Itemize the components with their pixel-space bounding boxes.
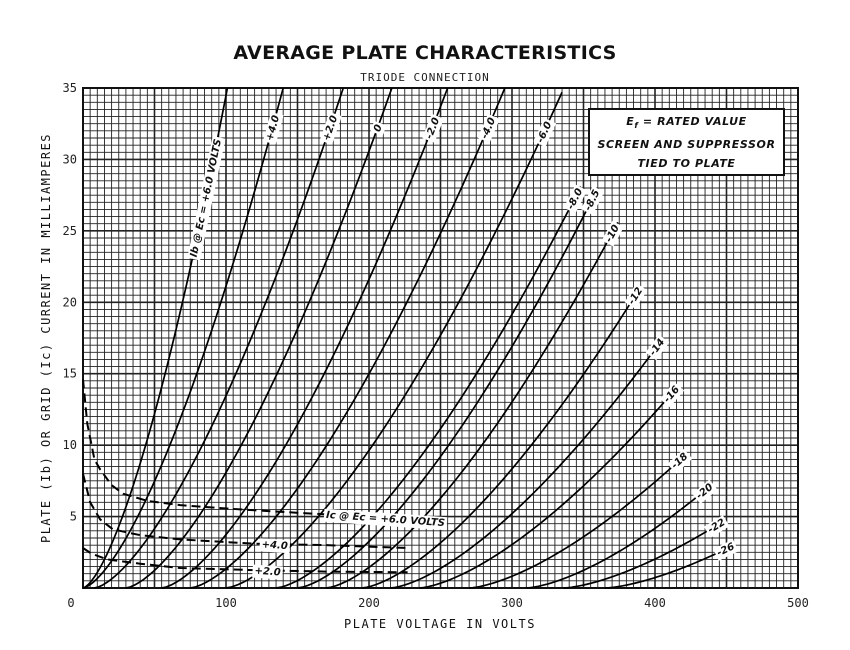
x-tick-label: 0 (67, 596, 74, 610)
chart-title: AVERAGE PLATE CHARACTERISTICS (233, 42, 617, 64)
plate-curve-label-background (703, 515, 730, 538)
y-axis-label: PLATE (Ib) OR GRID (Ic) CURRENT IN MILLI… (39, 133, 53, 543)
y-tick-label: 30 (63, 152, 77, 166)
x-axis-label: PLATE VOLTAGE IN VOLTS (344, 617, 536, 631)
grid-current-label: +2.0 (254, 566, 281, 579)
plate-curve (275, 186, 582, 589)
curve-labels: Ib @ Ec = +6.0 VOLTS +4.0 +2.0 0 -2.0 -4.0 -6.… (187, 111, 739, 580)
plate-curve-label-group: -2.0 (422, 113, 444, 143)
plate-curve-label-group: +4.0 (263, 111, 284, 145)
plate-curve-label-background (645, 334, 670, 361)
plate-curve-label-group: -6.0 (533, 117, 557, 147)
plate-curve-label-group: -26 (713, 539, 739, 561)
legend-line-3: TIED TO PLATE (637, 157, 736, 171)
plate-curve-label-background (601, 220, 624, 247)
plate-curve (604, 547, 729, 589)
plate-curve (361, 286, 642, 589)
grid-current-label-background (259, 538, 291, 554)
plate-curve-label-background (370, 120, 387, 136)
legend-box: Ef = RATED VALUE SCREEN AND SUPPRESSOR T… (588, 108, 785, 176)
plate-curve-label-background (667, 448, 693, 474)
plate-curve-label-group: -4.0 (477, 113, 500, 143)
plate-curve-label-background (319, 111, 342, 145)
plate-curve (526, 487, 709, 589)
legend-symbol: E (626, 115, 635, 128)
grid-current-label-background (252, 564, 284, 580)
plate-curve-label-background (477, 113, 500, 143)
plate-curve (125, 87, 393, 589)
plate-curve-label-background (533, 117, 557, 147)
x-tick-label: 500 (787, 596, 809, 610)
x-tick-label: 300 (501, 596, 523, 610)
legend-line-2: SCREEN AND SUPPRESSOR (597, 138, 776, 152)
grid-current-label-background (323, 508, 448, 531)
legend-text-1: = RATED VALUE (638, 115, 747, 128)
plate-curve (325, 221, 619, 589)
plot-border (82, 87, 799, 589)
y-tick-label: 35 (63, 81, 77, 95)
plate-curve-label-group: -12 (624, 283, 648, 309)
plate-curve-label-background (624, 283, 648, 309)
plate-curve (161, 87, 449, 589)
plate-curve (469, 455, 685, 589)
legend-line-1: Ef = RATED VALUE (590, 112, 783, 135)
plate-curve (94, 87, 345, 589)
legend-subscript: f (634, 121, 639, 131)
plate-curve-label-background (659, 382, 685, 408)
y-tick-label: 20 (63, 295, 77, 309)
plate-curve-label-background (422, 113, 444, 143)
plate-curve-label-group: Ib @ Ec = +6.0 VOLTS (187, 136, 226, 261)
tick-labels: 0 100 200 300 400 500 5 10 15 20 25 30 35 (63, 81, 809, 610)
plate-curve-label-background (713, 539, 739, 561)
plate-curve (190, 87, 506, 589)
y-tick-label: 25 (63, 224, 77, 238)
y-tick-label: 15 (63, 367, 77, 381)
plate-curve-label-background (692, 479, 718, 504)
plate-curve (418, 387, 678, 589)
x-tick-label: 100 (215, 596, 237, 610)
plate-curve (563, 522, 720, 589)
x-tick-label: 200 (358, 596, 380, 610)
plate-curve (390, 338, 663, 589)
plate-curve-label-background (263, 111, 284, 145)
grid-current-label: +4.0 (261, 539, 288, 552)
chart-subtitle: TRIODE CONNECTION (360, 71, 490, 84)
plate-curve-label-background (563, 184, 588, 214)
grid-current-label-group: +4.0 (259, 538, 291, 554)
grid-current-curve (82, 473, 408, 549)
x-tick-label: 400 (644, 596, 666, 610)
grid-current-curve (82, 379, 404, 519)
plate-curve-label-group: 0 (370, 120, 387, 136)
plate-curve (225, 91, 563, 589)
plate-curve (297, 187, 599, 589)
y-tick-label: 5 (70, 510, 77, 524)
plate-curve-label-background (581, 185, 605, 215)
grid-current-label-group: +2.0 (252, 564, 284, 580)
plate-curve-label-background (187, 136, 226, 261)
plate-curve-label: 0 (372, 123, 385, 133)
y-tick-label: 10 (63, 438, 77, 452)
plate-curve (82, 87, 285, 589)
